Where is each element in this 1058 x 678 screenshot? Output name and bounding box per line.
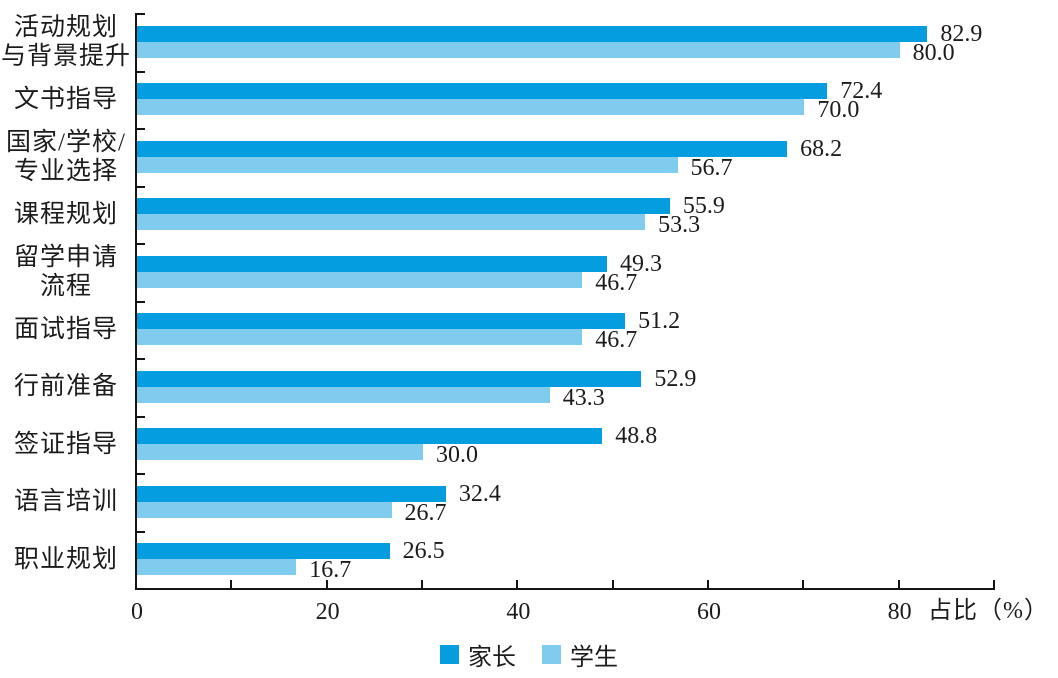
- x-axis-tick-label: 60: [697, 599, 721, 625]
- value-label-parent: 48.8: [615, 423, 658, 450]
- value-label-student: 53.3: [658, 212, 701, 239]
- legend: 家长 学生: [0, 637, 1058, 672]
- category-label: 课程规划: [13, 200, 118, 228]
- value-label-parent: 68.2: [800, 135, 843, 162]
- x-axis-tick: [802, 580, 805, 588]
- legend-swatch-parent: [440, 645, 459, 664]
- category-label: 活动规划 与背景提升: [0, 13, 131, 70]
- category-label: 行前准备: [13, 373, 118, 401]
- category-label: 职业规划: [13, 545, 118, 573]
- legend-item-parent: 家长: [440, 637, 516, 672]
- x-axis-tick: [897, 580, 900, 588]
- value-label-student: 46.7: [595, 269, 638, 296]
- x-axis-tick-label: 80: [887, 599, 912, 625]
- y-axis-tick: [137, 185, 145, 188]
- y-axis-tick: [137, 243, 145, 245]
- bar-parent: [137, 428, 603, 445]
- x-axis-tick: [516, 580, 519, 588]
- value-label-student: 43.3: [562, 384, 605, 411]
- bar-student: [137, 271, 583, 288]
- bar-parent: [137, 313, 626, 330]
- x-axis-line: [135, 588, 995, 590]
- category-label: 语言培训: [13, 488, 118, 516]
- y-axis-tick: [137, 70, 145, 73]
- value-label-parent: 82.9: [940, 20, 983, 47]
- value-label-student: 56.7: [690, 154, 733, 181]
- bar-student: [137, 329, 583, 346]
- x-axis-tick-label: 0: [131, 599, 143, 625]
- y-axis-tick: [137, 358, 145, 360]
- value-label-student: 80.0: [912, 39, 955, 66]
- bar-student: [137, 386, 550, 403]
- bar-parent: [137, 25, 928, 42]
- value-label-student: 46.7: [595, 327, 638, 354]
- value-label-parent: 55.9: [682, 193, 725, 220]
- value-label-parent: 72.4: [840, 78, 883, 105]
- value-label-parent: 52.9: [654, 365, 697, 392]
- bar-parent: [137, 83, 828, 100]
- x-axis-tick-label: 40: [506, 599, 531, 625]
- bar-student: [137, 444, 423, 461]
- x-axis-tick: [325, 580, 328, 588]
- legend-label-parent: 家长: [468, 645, 516, 671]
- x-axis-title: 占比（%）: [928, 598, 1049, 624]
- value-label-student: 26.7: [404, 499, 447, 526]
- bar-parent: [137, 543, 390, 560]
- value-label-student: 16.7: [309, 557, 352, 584]
- bar-student: [137, 99, 805, 116]
- legend-item-student: 学生: [542, 637, 618, 672]
- bar-student: [137, 559, 297, 576]
- y-axis-line: [135, 13, 137, 588]
- y-axis-tick: [137, 300, 145, 303]
- value-label-student: 30.0: [436, 442, 478, 469]
- bar-student: [137, 41, 900, 58]
- x-axis-tick: [993, 580, 995, 588]
- x-axis-tick: [611, 580, 614, 588]
- value-label-parent: 32.4: [458, 480, 501, 507]
- y-axis-tick: [137, 13, 145, 15]
- bar-parent: [137, 370, 642, 387]
- value-label-parent: 49.3: [619, 250, 662, 277]
- bar-parent: [137, 140, 788, 157]
- x-axis-tick: [421, 580, 423, 588]
- bar-student: [137, 501, 392, 518]
- value-label-parent: 51.2: [638, 308, 681, 335]
- bar-parent: [137, 485, 446, 502]
- category-label: 签证指导: [13, 430, 118, 458]
- bar-student: [137, 214, 646, 231]
- y-axis-tick: [137, 128, 145, 130]
- category-label: 留学申请 流程: [13, 243, 118, 300]
- bar-parent: [137, 198, 670, 215]
- category-label: 文书指导: [13, 85, 118, 113]
- legend-label-student: 学生: [570, 645, 618, 671]
- bar-student: [137, 156, 678, 173]
- legend-swatch-student: [542, 645, 561, 664]
- value-label-student: 70.0: [817, 97, 860, 124]
- x-axis-tick: [230, 580, 233, 588]
- category-label: 面试指导: [13, 315, 118, 343]
- y-axis-tick: [137, 530, 145, 533]
- category-label: 国家/学校/ 专业选择: [6, 128, 126, 185]
- bar-parent: [137, 255, 607, 272]
- y-axis-tick: [137, 473, 145, 475]
- value-label-parent: 26.5: [402, 538, 445, 565]
- y-axis-tick: [137, 415, 145, 418]
- x-axis-tick-label: 20: [315, 599, 340, 625]
- x-axis-tick: [707, 580, 709, 588]
